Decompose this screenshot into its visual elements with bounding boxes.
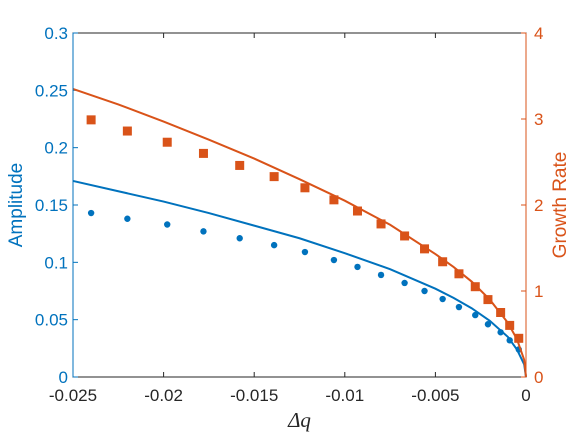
growth-rate-point [198,148,208,158]
growth-rate-point [269,172,279,182]
amplitude-point [401,279,408,287]
growth-rate-point [438,257,448,267]
right-tick-label: 2 [534,196,543,215]
amplitude-point [472,311,479,319]
amplitude-point [124,215,131,222]
tick-labels: -0.025 -0.02 -0.015 -0.01 -0.005 000.050.10.1… [35,24,544,405]
x-tick-label: -0.005 [411,386,459,405]
growth-rate-point [352,206,362,216]
left-fit-line [72,179,527,378]
left-tick-label: 0.25 [35,81,68,100]
x-tick-label: 0 [521,386,530,405]
growth-rate-point [376,219,386,229]
left-tick-label: 0.1 [44,253,68,272]
amplitude-point [200,228,207,235]
amplitude-point [354,263,361,271]
right-fit-line [72,87,527,378]
right-tick-label: 4 [534,24,543,43]
growth-rate-point [300,183,310,193]
growth-rate-point [514,333,524,343]
left-axis-label: Amplitude [6,163,27,248]
right-tick-label: 3 [534,110,543,129]
x-tick-label: -0.01 [325,386,364,405]
amplitude-point [164,221,171,228]
right-tick-label: 0 [534,368,543,387]
amplitude-point [270,241,278,249]
x-tick-label: -0.015 [230,386,278,405]
x-axis-label: Δq [287,408,311,432]
amplitude-point [484,321,492,328]
right-tick-label: 1 [534,282,543,301]
amplitude-point [236,235,243,242]
growth-rate-point [483,295,493,305]
growth-rate-point [454,269,464,279]
growth-rate-point [400,231,410,241]
amplitude-point [87,209,95,217]
amplitude-point [439,295,446,303]
growth-rate-point [162,137,172,147]
amplitude-point [330,256,338,264]
x-tick-label: -0.025 [49,386,97,405]
left-tick-label: 0.2 [44,139,68,158]
growth-rate-point [420,244,430,254]
amplitude-point [377,271,385,279]
left-tick-label: 0.15 [35,196,68,215]
growth-rate-point [329,195,339,205]
growth-rate-point [235,160,245,170]
left-tick-label: 0 [59,368,68,387]
right-axis-label: Growth Rate [550,152,571,259]
data-series [72,87,527,378]
growth-rate-point [470,282,480,292]
growth-rate-point [86,115,96,125]
amplitude-point [455,303,463,311]
amplitude-point [421,287,428,295]
left-tick-label: 0.3 [44,24,68,43]
amplitude-point [301,248,309,256]
left-tick-label: 0.05 [35,311,68,330]
x-tick-label: -0.02 [144,386,183,405]
growth-rate-point [122,126,132,136]
